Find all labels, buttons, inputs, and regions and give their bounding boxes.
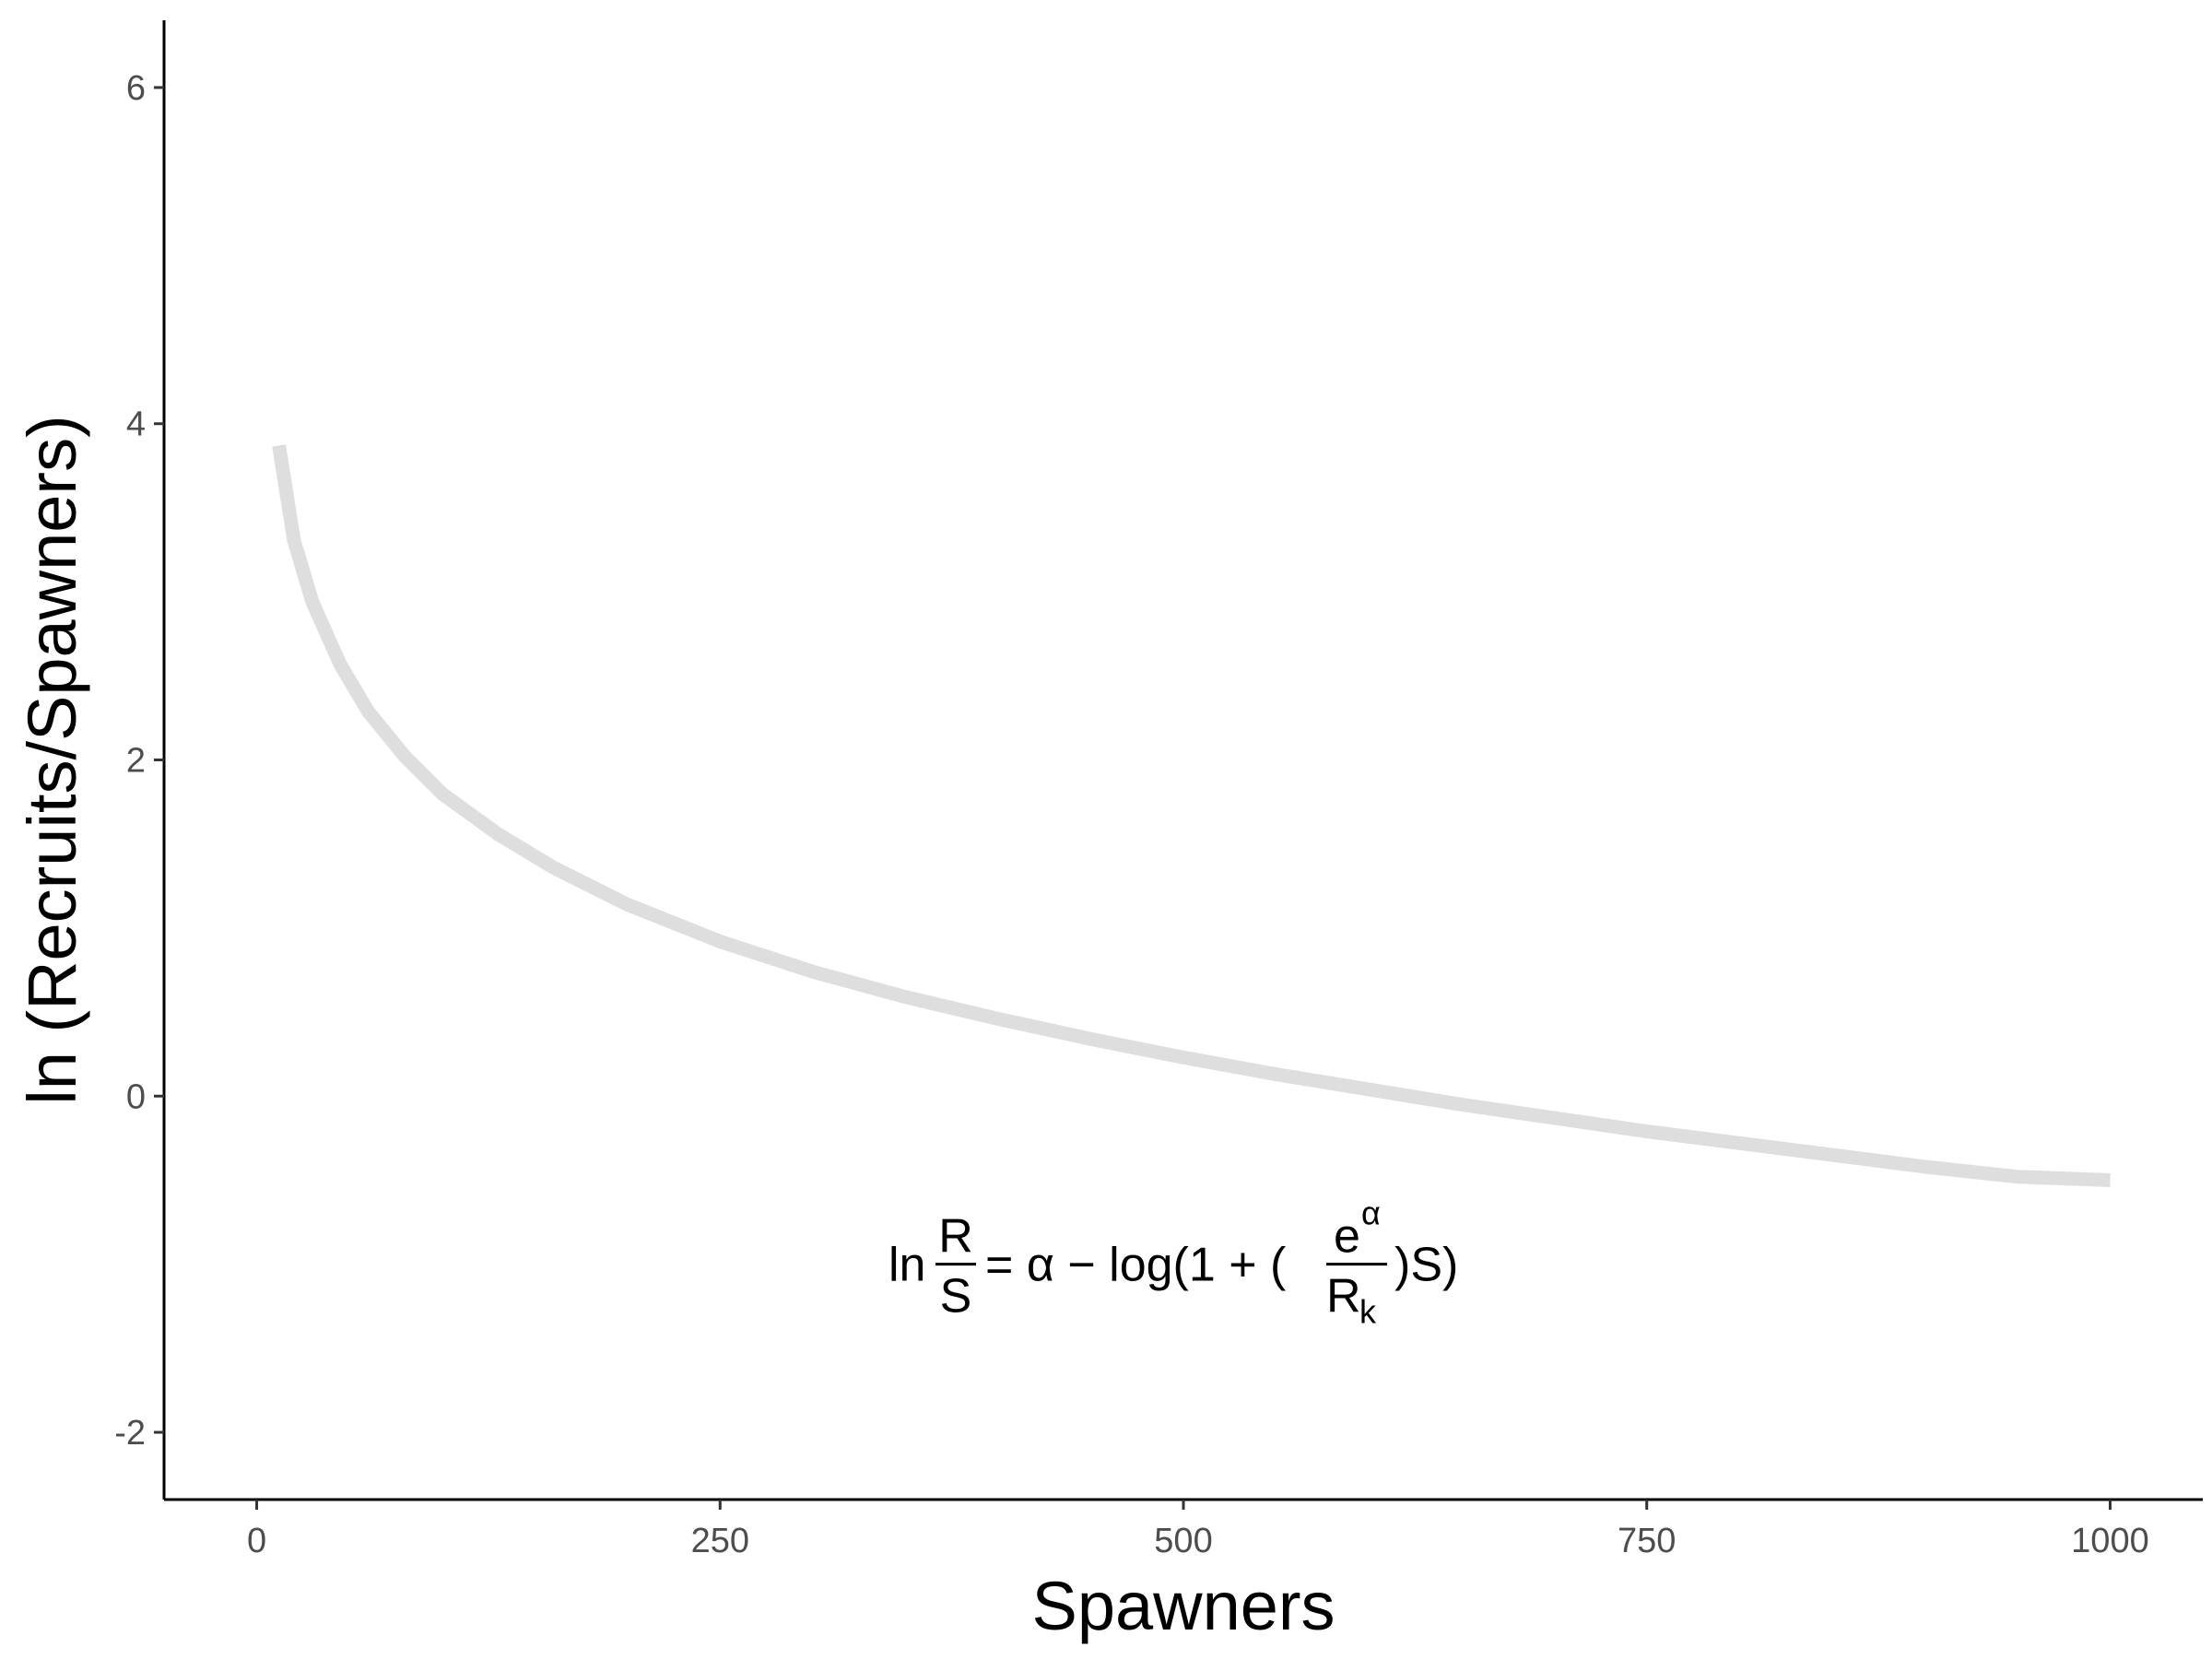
equation-fraction1-denominator: S: [940, 1270, 972, 1324]
x-tick-label: 1000: [2071, 1522, 2149, 1560]
equation-suffix: )S): [1394, 1239, 1458, 1292]
equation-annotation: ln R S = α − log(1 + ( e α R k )S): [888, 1194, 1458, 1331]
equation-fraction2-numerator: e: [1334, 1210, 1360, 1264]
x-axis-title: Spawners: [1031, 1568, 1335, 1644]
x-tick-label: 0: [247, 1522, 266, 1560]
equation-fraction2-subscript: k: [1359, 1293, 1377, 1331]
y-tick-label: 6: [126, 69, 146, 108]
y-tick-label: -2: [114, 1414, 146, 1453]
equation-fraction2-denominator: R: [1326, 1270, 1361, 1324]
equation-fraction2-superscript: α: [1361, 1194, 1381, 1232]
y-axis-title: ln (Recruits/Spawners): [14, 415, 90, 1104]
equation-fraction1-numerator: R: [938, 1210, 973, 1264]
y-tick-label: 2: [126, 742, 146, 781]
y-tick-label: 4: [126, 406, 146, 444]
equation-middle: = α − log(1 + (: [985, 1239, 1287, 1292]
y-tick-label: 0: [126, 1077, 146, 1116]
x-tick-label: 750: [1618, 1522, 1676, 1560]
x-tick-label: 250: [691, 1522, 749, 1560]
ticks: 0 250 500 750 1000 -2 0 2 4 6: [114, 69, 2149, 1560]
series-line: [272, 444, 2111, 1187]
x-tick-label: 500: [1154, 1522, 1212, 1560]
equation-ln: ln: [888, 1239, 925, 1292]
